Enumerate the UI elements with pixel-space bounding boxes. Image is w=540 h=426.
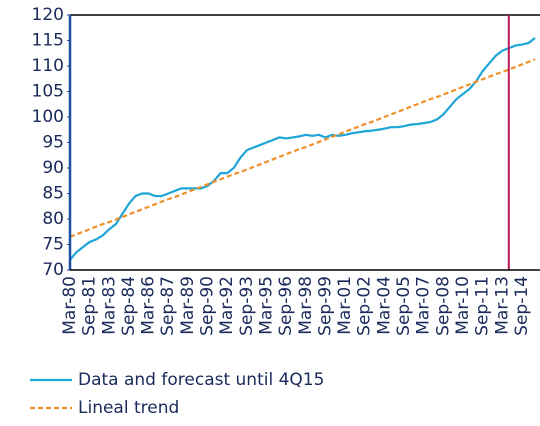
x-tick-label: Sep-99 xyxy=(315,276,335,336)
x-tick-label: Mar-95 xyxy=(256,276,276,335)
x-tick-label: Mar-92 xyxy=(217,276,237,335)
x-tick-label: Mar-04 xyxy=(374,276,394,335)
x-tick-label: Mar-13 xyxy=(492,276,512,335)
y-tick-label: 100 xyxy=(32,107,64,127)
x-tick-label: Sep-14 xyxy=(512,276,532,336)
x-tick-label: Mar-83 xyxy=(99,276,119,335)
x-tick-label: Mar-07 xyxy=(414,276,434,335)
legend-label: Data and forecast until 4Q15 xyxy=(78,370,324,390)
x-tick-label: Mar-10 xyxy=(453,276,473,335)
y-tick-label: 80 xyxy=(42,209,64,229)
x-tick-label: Sep-90 xyxy=(198,276,218,336)
x-tick-label: Sep-87 xyxy=(158,276,178,336)
x-tick-label: Sep-11 xyxy=(473,276,493,336)
x-tick-label: Mar-86 xyxy=(139,276,159,335)
x-tick-label: Mar-89 xyxy=(178,276,198,335)
y-tick-label: 75 xyxy=(42,235,64,255)
y-tick-label: 105 xyxy=(32,82,64,102)
x-tick-label: Mar-01 xyxy=(335,276,355,335)
y-tick-label: 70 xyxy=(42,260,64,280)
y-tick-label: 95 xyxy=(42,133,64,153)
x-tick-label: Sep-81 xyxy=(80,276,100,336)
y-tick-label: 115 xyxy=(32,31,64,51)
x-tick-label: Sep-08 xyxy=(433,276,453,336)
y-tick-label: 90 xyxy=(42,158,64,178)
x-tick-label: Sep-05 xyxy=(394,276,414,336)
x-tick-label: Sep-84 xyxy=(119,276,139,336)
x-tick-label: Mar-98 xyxy=(296,276,316,335)
y-tick-label: 110 xyxy=(32,56,64,76)
y-tick-label: 120 xyxy=(32,5,64,25)
x-tick-label: Sep-96 xyxy=(276,276,296,336)
x-tick-label: Sep-93 xyxy=(237,276,257,336)
y-tick-label: 85 xyxy=(42,184,64,204)
series-line xyxy=(69,58,536,238)
x-tick-label: Sep-02 xyxy=(355,276,375,336)
series-line xyxy=(69,37,536,261)
x-tick-label: Mar-80 xyxy=(60,276,80,335)
legend-label: Lineal trend xyxy=(78,398,179,418)
